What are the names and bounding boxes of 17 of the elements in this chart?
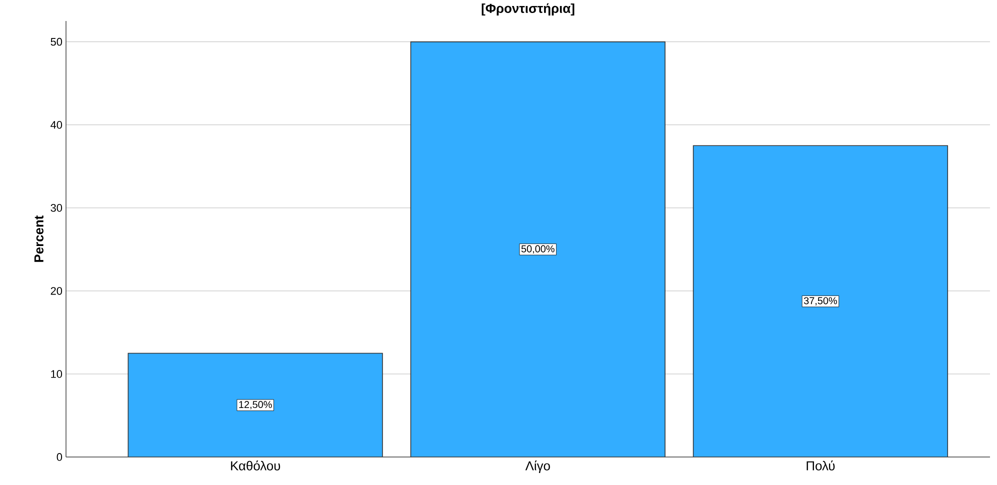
y-tick-label: 20 [50,287,62,295]
data-label: 50,00% [521,245,554,254]
bar [410,41,666,458]
y-tick-label: 0 [56,453,62,461]
y-axis-title: Percent [34,215,44,262]
x-tick-label: Καθόλου [231,460,280,470]
y-tick-label: 50 [50,38,62,46]
y-tick-label: 10 [51,370,62,378]
x-tick-label: Λίγο [525,460,550,473]
data-label: 37,50% [804,297,838,306]
bar [128,352,383,458]
chart-title: [Φροντιστήρια] [482,3,574,16]
y-tick-label: 30 [50,204,62,212]
y-tick-label: 40 [50,120,62,129]
x-tick-label: Πολύ [806,460,835,470]
data-label: 12,50% [239,401,272,410]
bar [692,145,948,458]
